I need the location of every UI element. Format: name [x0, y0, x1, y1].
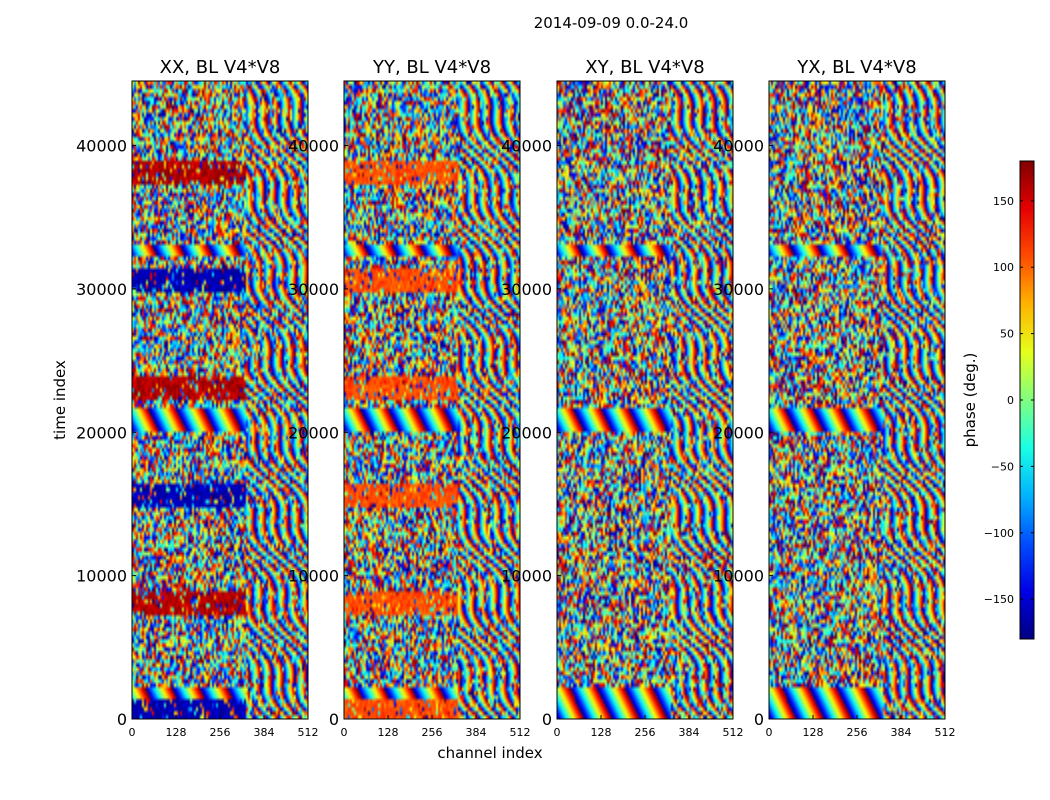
y-tick-label: 20000	[713, 423, 764, 442]
panels-group: XX, BL V4*V8 0 128 256 384 512 0 10000 20000 3000…	[76, 57, 955, 739]
colorbar-tick-label: −150	[984, 593, 1014, 606]
y-tick-label: 20000	[288, 423, 339, 442]
x-tick-label: 0	[341, 726, 348, 739]
x-tick-label: 0	[129, 726, 136, 739]
y-tick-label: 0	[542, 710, 552, 729]
colorbar: −150 −100 −50 0 50 100 150	[984, 160, 1035, 640]
panel-xy: XY, BL V4*V8 0 128 256 384 512 0 10000 20000 3000…	[501, 57, 743, 739]
colorbar-label: phase (deg.)	[961, 353, 979, 448]
panel-yx: YX, BL V4*V8 0 128 256 384 512 0 10000 20000 3000…	[713, 57, 955, 739]
x-tick-label: 512	[723, 726, 744, 739]
x-tick-label: 512	[935, 726, 956, 739]
x-tick-label: 256	[847, 726, 868, 739]
y-tick-label: 30000	[501, 280, 552, 299]
y-tick-label: 0	[754, 710, 764, 729]
x-tick-label: 256	[635, 726, 656, 739]
x-tick-label: 256	[422, 726, 443, 739]
y-tick-label: 20000	[501, 423, 552, 442]
x-tick-label: 384	[466, 726, 487, 739]
colorbar-tick-label: −50	[991, 460, 1014, 473]
y-tick-label: 0	[117, 710, 127, 729]
x-tick-label: 128	[591, 726, 612, 739]
y-tick-label: 40000	[288, 137, 339, 156]
y-tick-label: 40000	[713, 137, 764, 156]
x-tick-label: 384	[891, 726, 912, 739]
y-tick-label: 40000	[501, 137, 552, 156]
panel-title: YY, BL V4*V8	[372, 57, 491, 78]
panel-title: XY, BL V4*V8	[585, 57, 704, 78]
y-axis-label: time index	[51, 360, 69, 440]
x-axis-label: channel index	[437, 744, 542, 762]
y-tick-label: 20000	[76, 423, 127, 442]
x-tick-label: 0	[554, 726, 561, 739]
panel-yy: YY, BL V4*V8 0 128 256 384 512 0 10000 20000 3000…	[288, 57, 530, 739]
heatmap-image-xx	[132, 81, 308, 719]
x-tick-label: 128	[803, 726, 824, 739]
y-tick-label: 10000	[76, 567, 127, 586]
colorbar-tick-label: −100	[984, 527, 1014, 540]
panel-title: XX, BL V4*V8	[160, 57, 281, 78]
y-tick-label: 10000	[713, 567, 764, 586]
y-tick-label: 10000	[501, 567, 552, 586]
x-tick-label: 512	[298, 726, 319, 739]
x-tick-label: 0	[766, 726, 773, 739]
y-tick-label: 40000	[76, 137, 127, 156]
panel-xx: XX, BL V4*V8 0 128 256 384 512 0 10000 20000 3000…	[76, 57, 318, 739]
heatmap-image-yy	[344, 81, 520, 719]
x-tick-label: 128	[378, 726, 399, 739]
heatmap-image-xy	[557, 81, 733, 719]
colorbar-tick-label: 100	[993, 261, 1014, 274]
panel-title: YX, BL V4*V8	[796, 57, 916, 78]
x-tick-label: 384	[679, 726, 700, 739]
colorbar-tick-label: 150	[993, 195, 1014, 208]
colorbar-tick-label: 50	[1000, 328, 1014, 341]
y-tick-label: 30000	[713, 280, 764, 299]
figure-title: 2014-09-09 0.0-24.0	[534, 14, 689, 32]
x-tick-label: 128	[166, 726, 187, 739]
y-tick-label: 30000	[288, 280, 339, 299]
colorbar-tick-label: 0	[1007, 394, 1014, 407]
y-tick-label: 10000	[288, 567, 339, 586]
heatmap-image-yx	[769, 81, 945, 719]
x-tick-label: 256	[210, 726, 231, 739]
x-tick-label: 512	[510, 726, 531, 739]
x-tick-label: 384	[254, 726, 275, 739]
y-tick-label: 30000	[76, 280, 127, 299]
y-tick-label: 0	[329, 710, 339, 729]
